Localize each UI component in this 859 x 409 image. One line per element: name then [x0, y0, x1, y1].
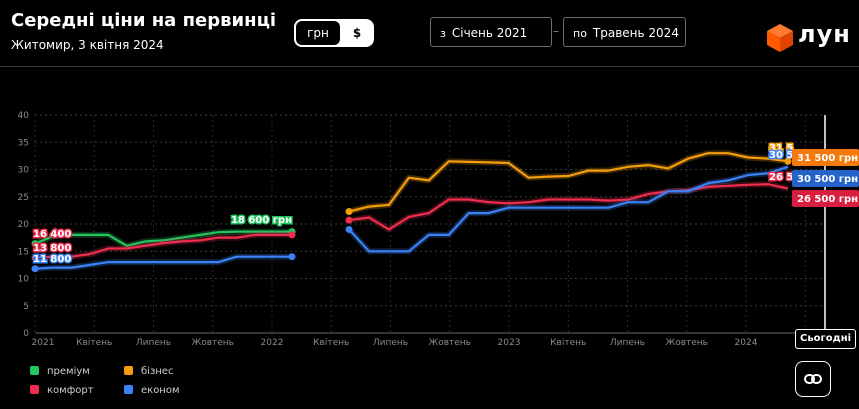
series-start-dot	[31, 240, 39, 248]
y-tick-label: 20	[18, 220, 30, 230]
series-start-dot	[345, 225, 353, 233]
series-overlap-label: 26 5	[769, 172, 793, 183]
date-from-prefix: з	[440, 27, 446, 40]
series-start-label: 11 800	[33, 254, 71, 265]
series-end-dot	[288, 253, 296, 261]
date-to-select[interactable]: по Травень 2024	[563, 17, 686, 47]
x-tick-label: Жовтень	[666, 338, 708, 348]
series-line-економ	[34, 255, 292, 270]
date-from-select[interactable]: з Січень 2021	[430, 17, 552, 47]
x-tick-label: 2022	[261, 338, 284, 348]
x-tick-label: Квітень	[76, 338, 112, 348]
date-from-value: Січень 2021	[451, 26, 528, 40]
series-start-dot	[345, 207, 353, 215]
series-start-dot	[31, 254, 39, 262]
legend-item-premium[interactable]: преміум	[30, 366, 90, 377]
series-end-value-label: 26 500 грн	[797, 194, 858, 205]
x-tick-label: Жовтень	[429, 338, 471, 348]
y-tick-label: 15	[18, 247, 29, 257]
series-line-комфорт	[34, 233, 292, 259]
series-overlap-label: 31 5	[769, 143, 793, 154]
y-tick-label: 40	[18, 111, 30, 121]
series-line-комфорт-2	[348, 183, 789, 231]
legend-label: бізнес	[141, 366, 174, 377]
y-tick-label: 30	[18, 166, 30, 176]
x-tick-label: Квітень	[550, 338, 586, 348]
date-to-value: Травень 2024	[592, 26, 679, 40]
currency-toggle[interactable]: грн $	[294, 19, 374, 47]
legend-swatch	[124, 366, 133, 375]
legend-swatch	[30, 366, 39, 375]
x-tick-label: 2024	[735, 338, 758, 348]
currency-uah-option[interactable]: грн	[296, 21, 340, 45]
legend-item-comfort[interactable]: комфорт	[30, 385, 94, 396]
series-end-label: 18 600 грн	[231, 215, 292, 226]
legend-label: комфорт	[47, 385, 94, 396]
series-line-бізнес-2	[348, 152, 789, 213]
series-start-dot	[31, 265, 39, 273]
header-divider	[0, 66, 859, 67]
y-tick-label: 5	[23, 302, 29, 312]
date-range-dash: –	[553, 24, 559, 38]
page-subtitle: Житомир, 3 квітня 2024	[11, 38, 164, 52]
x-tick-label: 2021	[32, 338, 55, 348]
page-title: Середні ціни на первинці	[11, 10, 277, 31]
x-tick-label: Липень	[136, 338, 171, 348]
series-end-dot	[288, 231, 296, 239]
y-tick-label: 25	[18, 193, 29, 203]
legend-item-business[interactable]: бізнес	[124, 366, 173, 377]
y-tick-label: 35	[18, 138, 29, 148]
logo-text: лун	[798, 20, 851, 48]
series-end-value-label: 30 500 грн	[797, 174, 858, 185]
y-tick-label: 0	[23, 329, 29, 339]
legend-swatch	[124, 385, 133, 394]
legend-swatch	[30, 385, 39, 394]
date-to-prefix: по	[573, 27, 587, 40]
x-tick-label: Квітень	[313, 338, 349, 348]
series-end-value-tag	[792, 190, 859, 207]
today-marker-label: Сьогодні	[795, 329, 857, 349]
series-end-value-tag	[792, 170, 859, 187]
link-icon	[804, 374, 822, 384]
series-end-value-label: 31 500 грн	[797, 153, 858, 164]
series-end-value-tag	[792, 149, 859, 166]
x-tick-label: Липень	[610, 338, 645, 348]
series-start-dot	[345, 216, 353, 224]
series-start-label: 16 400	[33, 229, 71, 240]
series-line-економ-2	[348, 165, 789, 253]
x-tick-label: Липень	[373, 338, 408, 348]
series-line-преміум	[34, 230, 292, 247]
share-link-button[interactable]	[795, 361, 831, 397]
series-start-label: 13 800	[33, 243, 71, 254]
x-tick-label: 2023	[498, 338, 521, 348]
legend-label: економ	[141, 385, 180, 396]
series-end-dot	[784, 157, 792, 165]
cube-logo-icon	[765, 22, 795, 58]
legend-label: преміум	[47, 366, 90, 377]
x-tick-label: Жовтень	[192, 338, 234, 348]
currency-usd-option[interactable]: $	[352, 26, 362, 40]
legend-item-econom[interactable]: економ	[124, 385, 180, 396]
y-tick-label: 10	[18, 275, 30, 285]
